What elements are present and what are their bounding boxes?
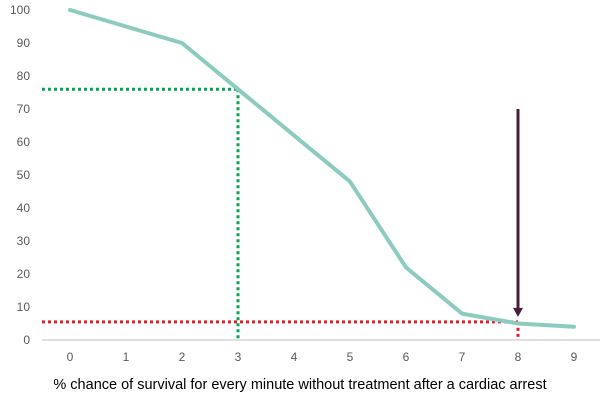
y-tick-label: 40 — [17, 201, 31, 215]
x-tick-label: 2 — [179, 350, 186, 364]
arrow-head — [513, 307, 523, 317]
y-tick-label: 100 — [10, 3, 30, 17]
y-tick-label: 80 — [17, 69, 31, 83]
x-axis-ticks: 0 1 2 3 4 5 6 7 8 9 — [67, 350, 578, 364]
x-tick-label: 9 — [571, 350, 578, 364]
x-tick-label: 5 — [347, 350, 354, 364]
y-tick-label: 30 — [17, 234, 31, 248]
y-tick-label: 0 — [23, 333, 30, 347]
series-line-group — [68, 8, 576, 329]
x-tick-label: 6 — [403, 350, 410, 364]
y-tick-label: 60 — [17, 135, 31, 149]
y-tick-label: 90 — [17, 36, 31, 50]
y-tick-label: 20 — [17, 267, 31, 281]
y-tick-label: 50 — [17, 168, 31, 182]
survival-series-line — [68, 8, 576, 329]
y-tick-label: 10 — [17, 300, 31, 314]
annotation-arrow — [513, 109, 523, 317]
x-tick-label: 7 — [459, 350, 466, 364]
y-axis-ticks: 0 10 20 30 40 50 60 70 80 90 100 — [10, 3, 30, 347]
x-axis-label: % chance of survival for every minute wi… — [53, 377, 546, 393]
y-tick-label: 70 — [17, 102, 31, 116]
x-tick-label: 4 — [291, 350, 298, 364]
x-tick-label: 1 — [123, 350, 130, 364]
guide-lines — [42, 87, 520, 340]
x-tick-label: 8 — [515, 350, 522, 364]
x-tick-label: 0 — [67, 350, 74, 364]
x-tick-label: 3 — [235, 350, 242, 364]
